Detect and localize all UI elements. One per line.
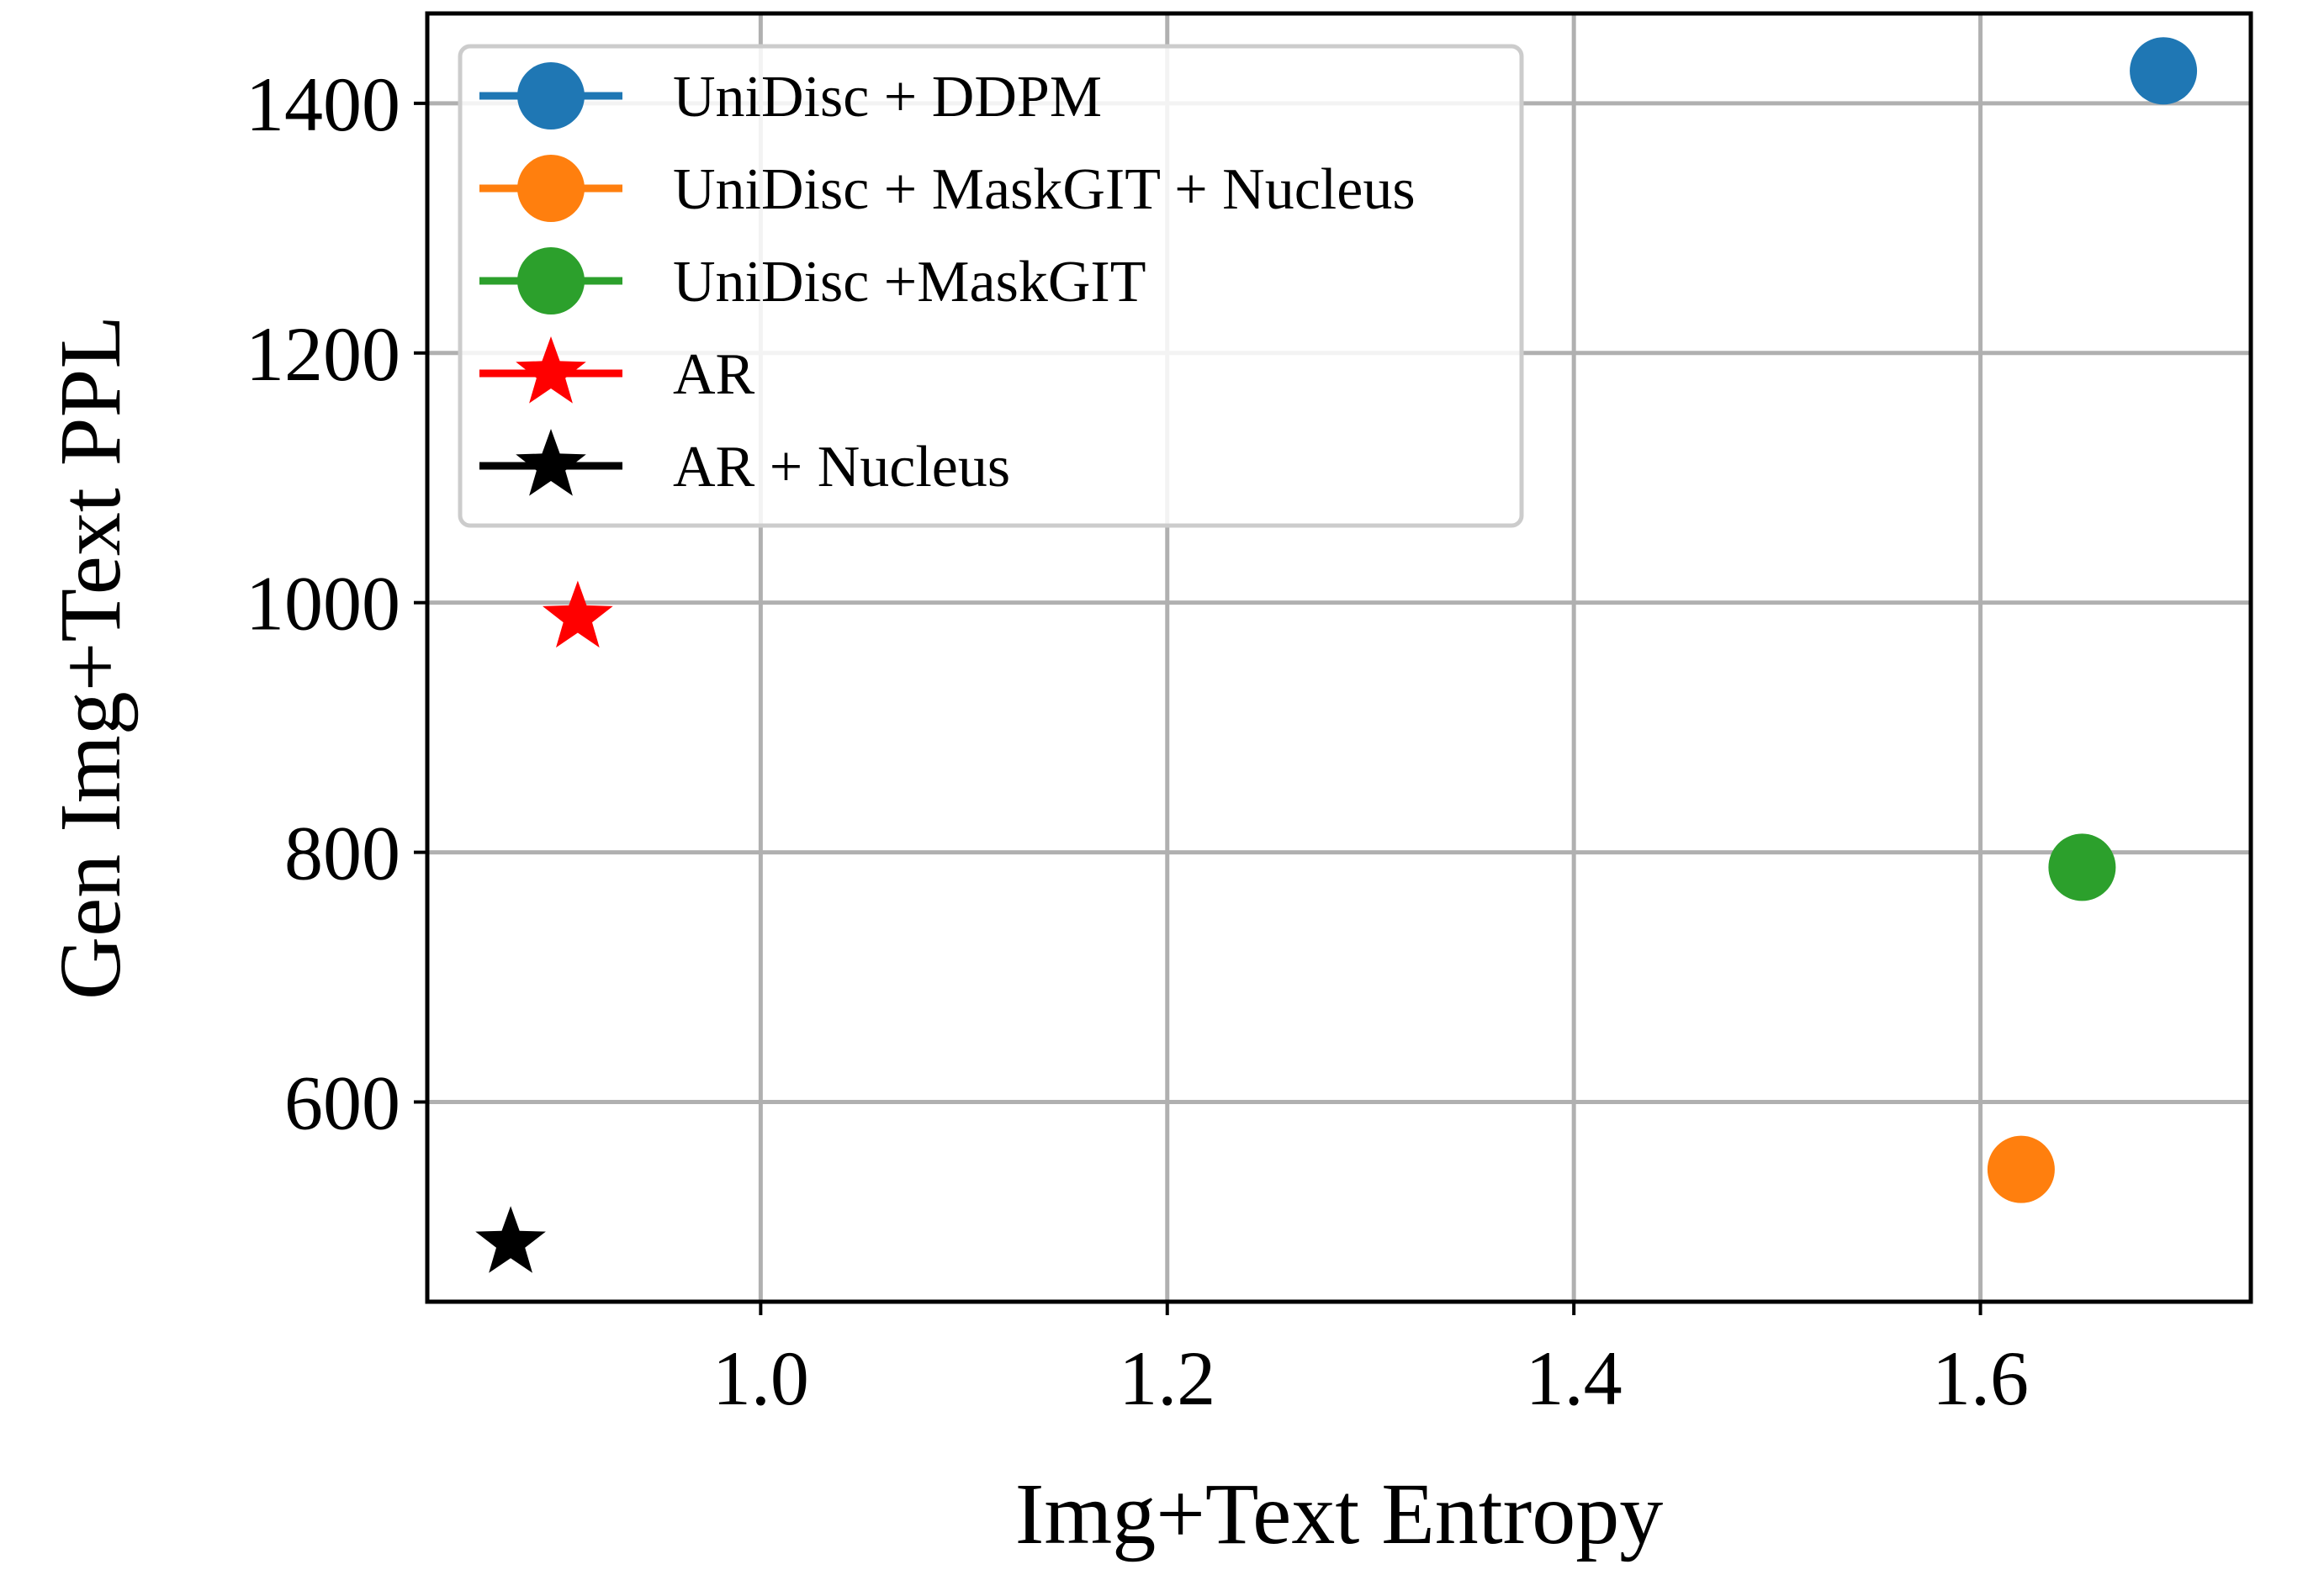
y-axis-label: Gen Img+Text PPL xyxy=(42,315,139,1000)
legend-label: AR + Nucleus xyxy=(673,435,1010,499)
data-point xyxy=(1987,1135,2055,1203)
x-tick-label: 1.0 xyxy=(712,1335,809,1421)
data-point xyxy=(2130,37,2198,105)
legend-item: UniDisc + DDPM xyxy=(479,62,1102,129)
y-tick-label: 600 xyxy=(284,1060,400,1145)
legend-label: AR xyxy=(673,342,755,407)
y-tick-label: 1000 xyxy=(246,561,400,647)
legend-marker xyxy=(516,336,586,404)
legend-label: UniDisc +MaskGIT xyxy=(673,250,1146,314)
legend-item: UniDisc + MaskGIT + Nucleus xyxy=(479,155,1416,222)
legend: UniDisc + DDPM UniDisc + MaskGIT + Nucleu… xyxy=(458,44,1524,528)
legend-box xyxy=(458,44,1524,528)
data-point xyxy=(543,580,613,648)
legend-item: AR + Nucleus xyxy=(479,429,1010,499)
x-axis-label: Img+Text Entropy xyxy=(1015,1466,1664,1562)
y-tick-label: 800 xyxy=(284,811,400,896)
legend-marker xyxy=(517,247,585,314)
legend-item: UniDisc +MaskGIT xyxy=(479,247,1146,314)
data-point xyxy=(2048,833,2116,901)
x-tick-label: 1.4 xyxy=(1526,1335,1623,1421)
y-tick-label: 1200 xyxy=(246,311,400,397)
plot-frame xyxy=(425,11,2253,1304)
axis-ticks xyxy=(414,101,1983,1315)
legend-item: AR xyxy=(479,336,755,407)
legend-marker xyxy=(517,62,585,129)
legend-marker xyxy=(517,155,585,222)
x-tick-label: 1.6 xyxy=(1932,1335,2029,1421)
tick-labels: 1.0 1.2 1.4 1.6 600 800 1000 1200 1400 xyxy=(246,61,2029,1421)
x-tick-label: 1.2 xyxy=(1119,1335,1215,1421)
data-point xyxy=(475,1206,546,1273)
legend-marker xyxy=(516,429,586,496)
legend-label: UniDisc + MaskGIT + Nucleus xyxy=(673,157,1416,222)
legend-label: UniDisc + DDPM xyxy=(673,65,1102,129)
data-points xyxy=(475,37,2198,1273)
y-tick-label: 1400 xyxy=(246,61,400,147)
